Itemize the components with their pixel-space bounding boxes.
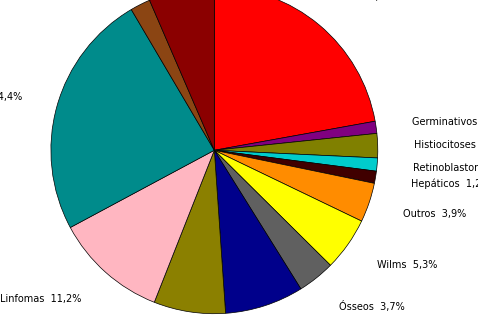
Text: Hepáticos  1,2%: Hepáticos 1,2% bbox=[411, 178, 478, 188]
Text: Retinoblastomas  1,3%: Retinoblastomas 1,3% bbox=[413, 163, 478, 173]
Text: Outros  3,9%: Outros 3,9% bbox=[403, 209, 467, 219]
Wedge shape bbox=[154, 150, 226, 314]
Wedge shape bbox=[131, 0, 214, 150]
Text: Ósseos  3,7%: Ósseos 3,7% bbox=[339, 300, 404, 312]
Wedge shape bbox=[214, 133, 378, 158]
Text: Histiocitoses  2,4%: Histiocitoses 2,4% bbox=[413, 140, 478, 150]
Wedge shape bbox=[214, 121, 377, 150]
Wedge shape bbox=[214, 150, 374, 221]
Wedge shape bbox=[150, 0, 214, 150]
Text: SNC  24,4%: SNC 24,4% bbox=[0, 92, 22, 101]
Text: Wilms  5,3%: Wilms 5,3% bbox=[377, 260, 437, 270]
Wedge shape bbox=[214, 150, 330, 289]
Text: LLA 22,2%: LLA 22,2% bbox=[342, 0, 394, 2]
Wedge shape bbox=[214, 0, 375, 150]
Wedge shape bbox=[214, 150, 361, 265]
Wedge shape bbox=[70, 150, 214, 302]
Wedge shape bbox=[214, 150, 376, 183]
Text: Linfomas  11,2%: Linfomas 11,2% bbox=[0, 294, 82, 304]
Text: Germinativos  1,2%: Germinativos 1,2% bbox=[412, 117, 478, 127]
Wedge shape bbox=[51, 10, 214, 228]
Wedge shape bbox=[214, 150, 301, 313]
Wedge shape bbox=[214, 150, 378, 171]
